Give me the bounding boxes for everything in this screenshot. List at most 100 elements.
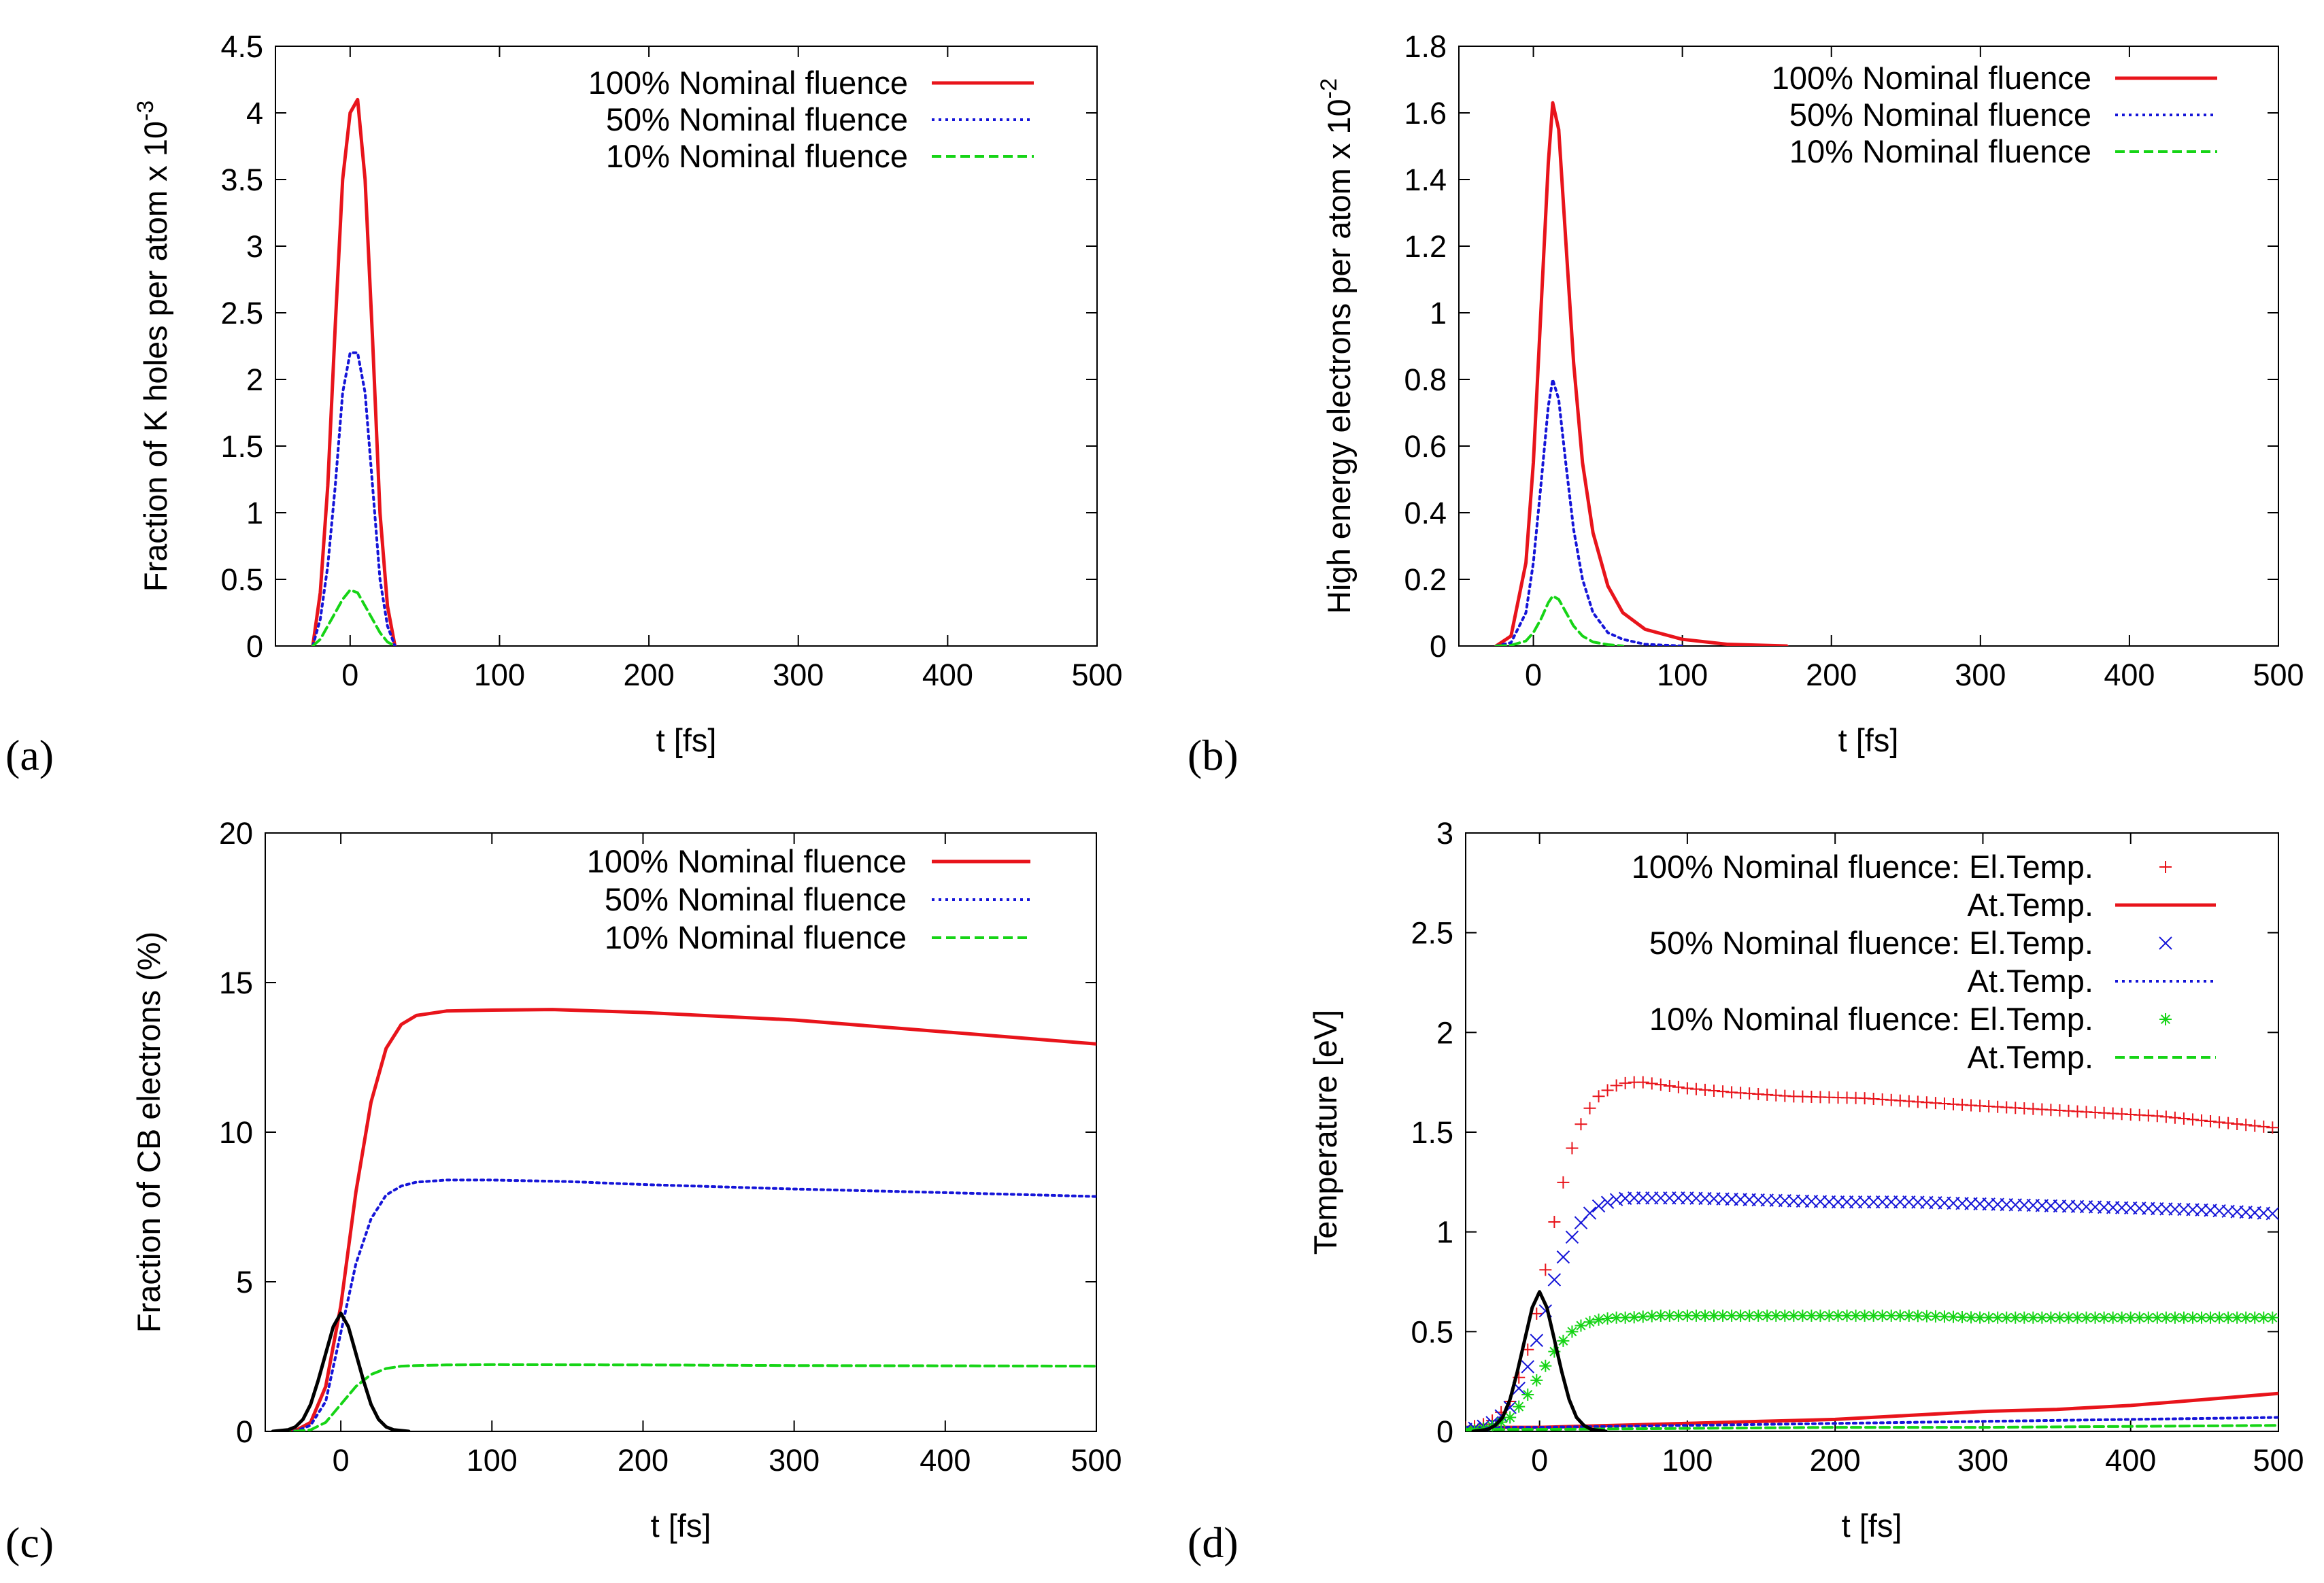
x-tick-label: 500 [1071, 658, 1122, 692]
y-tick-label: 1.8 [1404, 29, 1447, 64]
y-tick-label: 0.2 [1404, 562, 1447, 597]
data-point [1929, 1310, 1942, 1323]
data-point [1823, 1309, 1836, 1322]
y-tick-label: 2 [246, 362, 263, 397]
data-point [1911, 1310, 1924, 1323]
data-point [1876, 1309, 1889, 1322]
data-point [1548, 1345, 1561, 1358]
chart-b: 0 100 200 300 400 500 0 0.2 0.4 0.6 0.8 1 1.2 1.4 1.6 1… [1316, 29, 2304, 758]
x-tick-label: 300 [1957, 1443, 2008, 1478]
data-point [1645, 1077, 1658, 1090]
x-tick-label: 500 [2253, 1443, 2304, 1478]
data-point [2168, 1311, 2181, 1324]
x-tick-label: 0 [1525, 658, 1542, 692]
data-point [1983, 1311, 1995, 1324]
series-group [1466, 1076, 2278, 1431]
data-point [2240, 1311, 2253, 1324]
data-point [1619, 1076, 1632, 1089]
x-tick-label: 400 [2105, 1443, 2156, 1478]
x-tick-label: 0 [1531, 1443, 1548, 1478]
data-point [1752, 1309, 1765, 1322]
legend-label: 10% Nominal fluence [1789, 133, 2091, 169]
data-point [2222, 1311, 2235, 1324]
data-point [2249, 1311, 2261, 1324]
y-tick-label: 1 [1430, 296, 1447, 330]
legend-label: At.Temp. [1968, 963, 2093, 999]
data-point [1743, 1309, 1756, 1322]
data-point [2071, 1311, 2084, 1324]
series-group [1494, 101, 1789, 646]
data-point [2142, 1311, 2155, 1324]
chart-c: 0 100 200 300 400 500 0 5 10 15 20 t [fs] Fraction o… [131, 816, 1122, 1544]
data-point [1466, 1423, 1472, 1431]
data-point [1530, 1333, 1543, 1347]
data-point [2195, 1311, 2208, 1324]
legend-marker [2159, 1013, 2172, 1025]
data-point [1796, 1309, 1809, 1322]
panel-label-b: (b) [1188, 731, 1239, 779]
data-point [2222, 1117, 2235, 1129]
legend-marker [2159, 936, 2172, 950]
plot-frame [1458, 46, 2279, 647]
data-point [2213, 1116, 2226, 1129]
y-tick-label: 1.6 [1404, 96, 1447, 131]
data-point [1466, 1425, 1472, 1431]
y-axis-title-exponent: -2 [1316, 78, 1342, 99]
panel-label-a: (a) [5, 731, 54, 779]
data-point [1689, 1309, 1702, 1322]
data-point [1601, 1312, 1614, 1325]
data-point [2098, 1311, 2110, 1324]
y-tick-label: 0.5 [220, 562, 263, 597]
data-point [2213, 1311, 2226, 1324]
series-group [311, 97, 397, 646]
legend-label: 50% Nominal fluence [606, 101, 908, 137]
x-tick-label: 500 [2253, 658, 2304, 692]
data-point [1840, 1309, 1853, 1322]
data-point [1974, 1311, 1987, 1324]
data-point [1787, 1309, 1800, 1322]
data-point [1583, 1206, 1597, 1220]
data-point [1893, 1309, 1906, 1322]
data-point [1592, 1313, 1605, 1326]
y-tick-label: 5 [236, 1265, 253, 1299]
data-point [1557, 1334, 1570, 1347]
legend-label: 50% Nominal fluence [605, 881, 907, 917]
data-point [1547, 1273, 1562, 1287]
data-point [1672, 1309, 1685, 1322]
data-point [1645, 1310, 1658, 1323]
data-point [2204, 1115, 2217, 1128]
x-tick-label: 100 [474, 658, 525, 692]
x-tick-label: 100 [1662, 1443, 1713, 1478]
data-point [2186, 1311, 2199, 1324]
data-point [1708, 1309, 1721, 1322]
data-point [1539, 1263, 1552, 1276]
y-tick-label: 4 [246, 96, 263, 131]
data-point [1583, 1102, 1596, 1114]
data-point [1628, 1311, 1640, 1324]
x-tick-label: 200 [624, 658, 675, 692]
y-tick-label: 1.2 [1404, 229, 1447, 264]
x-tick-label: 100 [1657, 658, 1708, 692]
x-tick-label: 400 [2104, 658, 2155, 692]
x-axis-title: t [fs] [656, 722, 717, 758]
data-point [2186, 1113, 2199, 1126]
data-point [1556, 1250, 1570, 1264]
data-point [2231, 1311, 2244, 1324]
data-point [2168, 1111, 2181, 1124]
data-point [2231, 1117, 2244, 1130]
data-point [1557, 1176, 1570, 1189]
plot-frame [275, 46, 1098, 647]
data-point [2106, 1311, 2119, 1324]
data-point [1601, 1084, 1614, 1097]
data-point [1805, 1309, 1818, 1322]
data-point [1663, 1309, 1676, 1322]
y-tick-label: 1 [1436, 1215, 1453, 1250]
y-tick-label: 2.5 [1411, 916, 1453, 951]
y-axis-title: Temperature [eV] [1307, 1010, 1343, 1255]
data-point [1600, 1195, 1615, 1209]
y-tick-label: 20 [219, 816, 253, 851]
y-tick-label: 0.6 [1404, 429, 1447, 464]
data-point [1654, 1078, 1667, 1091]
series-line [1494, 594, 1624, 646]
